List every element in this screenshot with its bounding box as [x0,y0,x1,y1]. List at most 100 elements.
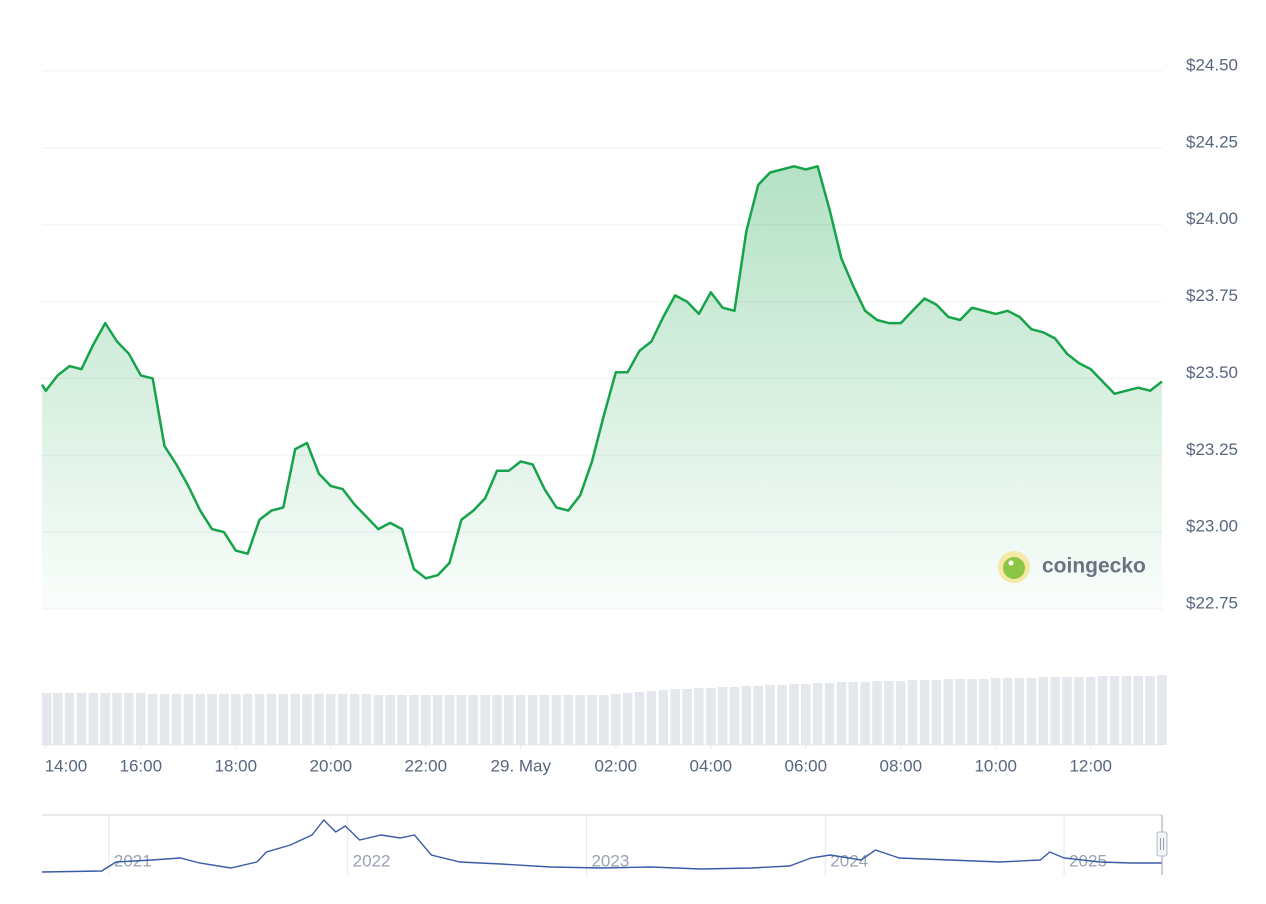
x-tick-label: 04:00 [689,756,732,775]
volume-bar [432,695,443,745]
volume-bar [1109,676,1120,745]
volume-bar [492,695,502,745]
volume-bar [646,691,657,745]
volume-bar [326,694,336,745]
navigator: 2021 2022 2023 2024 2025 [41,814,1168,875]
y-tick-label: $23.00 [1186,517,1238,536]
logo-text: coingecko [1042,555,1146,578]
volume-bar [658,690,669,745]
area-fill [42,166,1162,610]
logo-eye [1008,560,1014,566]
volume-bar [729,687,740,745]
volume-bar [314,694,324,745]
volume-bar [100,693,110,745]
volume-bar [670,689,680,745]
x-tick-label: 08:00 [879,756,922,775]
volume-bar [1014,678,1025,745]
volume-bar [231,694,241,745]
volume-bar [907,680,918,745]
volume-bar [706,688,716,745]
volume-bar [42,693,52,745]
volume-bar [824,683,835,745]
volume-bar [1145,676,1155,745]
volume-bar [456,695,467,745]
volume-bar [1157,675,1167,745]
volume-bar [599,695,609,745]
volume-bar [171,694,182,745]
x-tick-label: 02:00 [595,756,638,775]
volume-bar [76,693,87,745]
volume-bar [349,694,360,745]
navigator-tick-label: 2022 [353,851,391,870]
volume-bar [539,695,550,745]
volume-bar [361,694,372,745]
volume-bar [112,693,122,745]
y-tick-label: $24.25 [1186,132,1238,151]
navigator-handle[interactable] [1156,831,1168,857]
volume-bar [159,694,170,745]
y-tick-label: $23.75 [1186,286,1238,305]
volume-bar [278,694,289,745]
x-tick-label: 16:00 [120,756,163,775]
volume-bar [219,694,229,745]
volume-bar [242,694,253,745]
x-tick-label: 22:00 [405,756,448,775]
volume-bar [872,681,882,745]
volume-bar [468,695,479,745]
volume-bar [421,695,431,745]
volume-bar [765,685,775,745]
navigator-tick-label: 2023 [591,851,629,870]
volume-bar [622,693,633,745]
volume-bar [1026,678,1037,745]
volume-bar [207,694,217,745]
volume-bar [919,680,930,745]
volume-bar [896,681,906,745]
volume-bar [777,685,787,745]
x-tick-label: 06:00 [784,756,827,775]
x-tick-label: 20:00 [310,756,353,775]
volume-bar [183,694,194,745]
x-tick-label: 10:00 [974,756,1017,775]
volume-bar [1002,678,1013,745]
volume-bar [1050,677,1060,745]
volume-bar [480,695,490,745]
y-tick-label: $24.00 [1186,209,1238,228]
volume-bar [88,693,99,745]
volume-bar [1074,677,1084,745]
volume-bar [955,679,965,745]
volume-bar [266,694,277,745]
volume-bar [967,679,977,745]
volume-bar [385,695,395,745]
navigator-tick-label: 2024 [830,851,868,870]
volume-bar [753,686,764,745]
y-tick-label: $23.50 [1186,363,1238,382]
x-tick-label: 12:00 [1069,756,1112,775]
y-tick-label: $24.50 [1186,55,1238,74]
volume-bar [812,683,823,745]
volume-bar [1121,676,1132,745]
watermark: coingecko [998,551,1146,583]
volume-bar [682,689,692,745]
volume-bar [527,695,538,745]
volume-bar [717,687,728,745]
volume-bar [634,692,645,745]
volume-bar [741,686,752,745]
volume-bar [373,695,384,745]
volume-bar [836,682,847,745]
price-line [40,165,1163,580]
volume-bar [302,694,312,745]
volume-bar [979,679,989,745]
volume-bar [848,682,859,745]
volume-bar [551,695,562,745]
volume-bar [943,679,954,745]
volume-bar [860,682,870,745]
volume-bar [884,681,894,745]
volume-bar [1062,677,1072,745]
volume-bar [136,693,146,745]
volume-bar [444,695,455,745]
volume-bar [991,678,1001,745]
volume-bar [789,684,799,745]
volume-bar [516,695,526,745]
x-tick-label: 18:00 [215,756,258,775]
